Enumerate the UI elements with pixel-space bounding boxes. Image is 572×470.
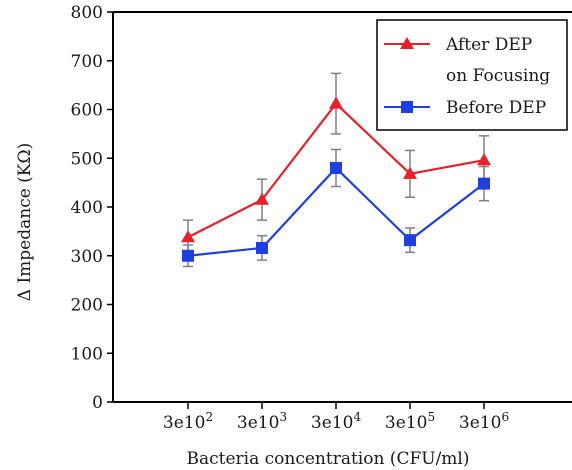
legend-label: Before DEP: [446, 98, 546, 118]
data-point: [403, 166, 417, 179]
y-tick-label: 800: [71, 3, 103, 23]
y-tick-label: 0: [92, 393, 103, 413]
x-axis-label: Bacteria concentration (CFU/ml): [186, 449, 469, 469]
y-tick-label: 300: [71, 247, 103, 267]
data-point: [182, 249, 194, 262]
data-point: [181, 230, 195, 243]
x-tick-label: 3e103: [237, 410, 287, 433]
data-point: [330, 162, 342, 174]
y-tick-label: 700: [71, 52, 103, 72]
legend-marker: [401, 101, 413, 113]
data-point: [255, 192, 269, 205]
x-axis-ticks: 3e102 3e103 3e104 3e105 3e106: [163, 402, 509, 433]
y-tick-label: 600: [71, 101, 103, 121]
legend-label: After DEP: [445, 35, 532, 55]
data-point: [477, 153, 491, 166]
y-tick-label: 200: [71, 296, 103, 316]
data-point: [256, 241, 268, 254]
x-tick-label: 3e104: [311, 410, 362, 433]
data-point: [329, 96, 343, 109]
data-point: [478, 177, 490, 190]
y-tick-label: 500: [71, 149, 103, 169]
x-tick-label: 3e106: [459, 410, 509, 433]
legend-label: on Focusing: [446, 66, 550, 86]
y-tick-label: 400: [71, 198, 103, 218]
series-0: [181, 72, 491, 256]
x-tick-label: 3e105: [385, 410, 435, 433]
series-layer: [181, 72, 491, 268]
legend-marker: [400, 37, 414, 49]
legend: After DEP on Focusing Before DEP: [376, 19, 568, 131]
y-tick-label: 100: [71, 344, 103, 364]
y-axis-ticks: 0 100 200 300 400 500 600 700 800: [71, 3, 113, 413]
y-axis-label: Δ Impedance (KΩ): [15, 143, 35, 301]
data-point: [404, 234, 416, 247]
series-1: [182, 148, 490, 268]
x-tick-label: 3e102: [163, 410, 213, 433]
